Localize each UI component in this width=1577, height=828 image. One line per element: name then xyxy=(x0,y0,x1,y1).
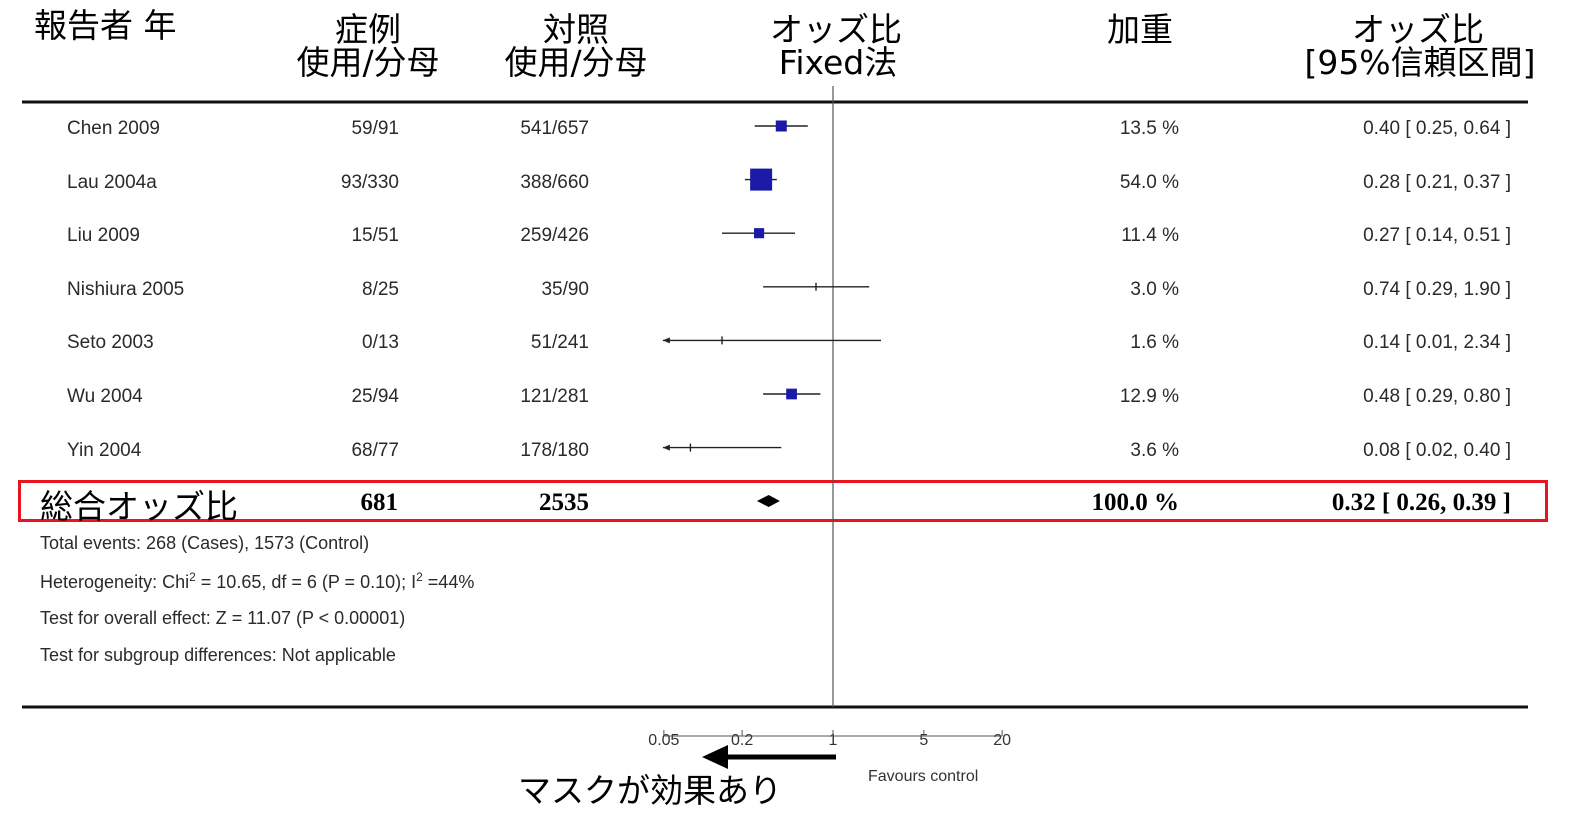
ci-arrow xyxy=(662,444,670,451)
study-ci: 0.74 [ 0.29, 1.90 ] xyxy=(1363,279,1511,300)
study-cases: 93/330 xyxy=(340,172,399,193)
heterogeneity-sup-i: 2 xyxy=(416,570,423,584)
study-name: Chen 2009 xyxy=(67,118,160,139)
study-control: 541/657 xyxy=(520,118,589,139)
header-cases-line2: 使用/分母 xyxy=(296,43,440,82)
study-ci: 0.08 [ 0.02, 0.40 ] xyxy=(1363,440,1511,461)
point-estimate xyxy=(754,228,765,239)
study-control: 35/90 xyxy=(541,279,589,300)
heterogeneity: Heterogeneity: Chi2 = 10.65, df = 6 (P =… xyxy=(40,570,474,593)
study-cases: 68/77 xyxy=(351,440,399,461)
study-control: 178/180 xyxy=(520,440,589,461)
point-estimate xyxy=(786,388,797,400)
header-control-line2: 使用/分母 xyxy=(504,43,648,82)
overall-effect: Test for overall effect: Z = 11.07 (P < … xyxy=(40,608,406,628)
study-ci: 0.40 [ 0.25, 0.64 ] xyxy=(1363,118,1511,139)
study-control: 259/426 xyxy=(520,225,589,246)
study-name: Nishiura 2005 xyxy=(67,279,185,300)
study-weight: 54.0 % xyxy=(1119,172,1179,193)
header-ci-line2: [95%信頼区間] xyxy=(1304,43,1536,82)
total-highlight-box xyxy=(18,480,1548,522)
study-cases: 0/13 xyxy=(362,332,399,353)
study-name: Liu 2009 xyxy=(67,225,140,246)
study-cases: 25/94 xyxy=(351,386,399,407)
ci-arrow xyxy=(662,337,670,344)
mask-effect-arrow xyxy=(702,745,836,769)
x-axis-tick-marks xyxy=(663,730,1003,736)
study-marks xyxy=(662,120,881,452)
total-events: Total events: 268 (Cases), 1573 (Control… xyxy=(40,533,370,553)
study-cases: 15/51 xyxy=(351,225,399,246)
x-tick-label: 5 xyxy=(919,732,929,749)
header-weight: 加重 xyxy=(1107,10,1173,49)
study-weight: 1.6 % xyxy=(1130,332,1179,353)
total-ci: 0.32 [ 0.26, 0.39 ] xyxy=(1331,489,1511,516)
favours-control-label: Favours control xyxy=(868,768,979,785)
x-tick-label: 1 xyxy=(828,732,838,749)
study-control: 121/281 xyxy=(520,386,589,407)
study-name: Yin 2004 xyxy=(67,440,142,461)
arrow-head xyxy=(702,745,728,769)
header-or-line1: オッズ比 xyxy=(770,10,902,49)
study-weight: 13.5 % xyxy=(1119,118,1179,139)
study-name: Wu 2004 xyxy=(67,386,143,407)
heterogeneity-mid: = 10.65, df = 6 (P = 0.10); I xyxy=(195,572,417,592)
study-weight: 12.9 % xyxy=(1119,386,1179,407)
study-weight: 3.6 % xyxy=(1130,440,1179,461)
study-cases: 8/25 xyxy=(362,279,399,300)
heterogeneity-post: =44% xyxy=(422,572,475,592)
total-control: 2535 xyxy=(539,489,589,516)
study-control: 51/241 xyxy=(530,332,589,353)
study-cases: 59/91 xyxy=(351,118,399,139)
study-ci: 0.28 [ 0.21, 0.37 ] xyxy=(1363,172,1511,193)
study-weight: 3.0 % xyxy=(1130,279,1179,300)
heterogeneity-sup-chi: 2 xyxy=(189,570,196,584)
heterogeneity-pre: Heterogeneity: Chi xyxy=(40,572,190,592)
study-name: Lau 2004a xyxy=(67,172,157,193)
study-ci: 0.48 [ 0.29, 0.80 ] xyxy=(1363,386,1511,407)
study-weight: 11.4 % xyxy=(1121,225,1179,246)
point-estimate xyxy=(775,120,787,132)
study-name: Seto 2003 xyxy=(67,332,154,353)
study-control: 388/660 xyxy=(520,172,589,193)
total-cases: 681 xyxy=(360,489,399,516)
header-study: 報告者 年 xyxy=(34,6,177,45)
mask-effect-annotation: マスクが効果あり xyxy=(518,771,782,810)
study-ci: 0.14 [ 0.01, 2.34 ] xyxy=(1363,332,1511,353)
point-estimate xyxy=(750,168,773,191)
total-diamond xyxy=(756,495,780,507)
header-or-line2: Fixed法 xyxy=(778,43,898,82)
subgroup-differences: Test for subgroup differences: Not appli… xyxy=(40,645,396,665)
header-ci-line1: オッズ比 xyxy=(1352,10,1484,49)
header-cases-line1: 症例 xyxy=(335,10,401,49)
total-weight: 100.0 % xyxy=(1091,489,1180,516)
total-label: 総合オッズ比 xyxy=(40,487,238,526)
header-control-line1: 対照 xyxy=(543,10,609,49)
study-ci: 0.27 [ 0.14, 0.51 ] xyxy=(1363,225,1511,246)
